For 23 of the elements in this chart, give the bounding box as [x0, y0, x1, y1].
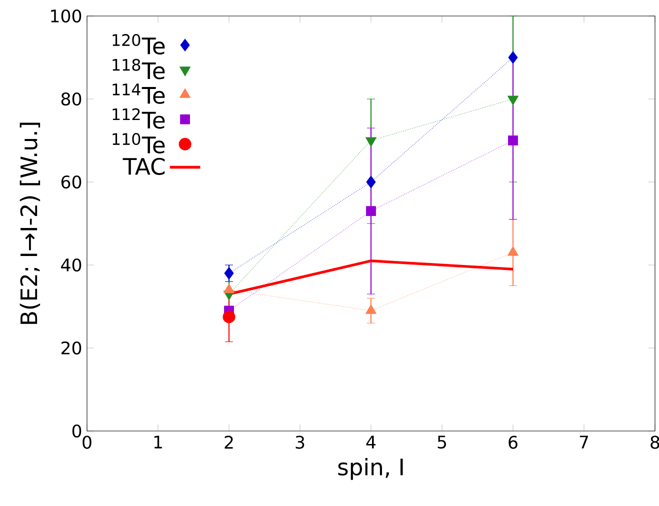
x-tick-label: 5: [438, 436, 446, 449]
x-tick-label: 7: [580, 436, 588, 448]
x-axis-title: spin, I: [338, 458, 403, 480]
y-tick-label: 40: [61, 258, 82, 272]
y-tick-label: 0: [72, 424, 82, 438]
legend-label: $^{118}$Te: [112, 58, 165, 80]
x-tick-label: 1: [154, 436, 162, 448]
y-tick-label: 20: [62, 341, 82, 355]
y-tick-label: 60: [61, 175, 82, 189]
legend-label: $^{110}$Te: [112, 133, 165, 154]
y-tick-label: 100: [51, 9, 82, 23]
x-tick-label: 6: [508, 436, 518, 449]
legend-label: $^{120}$Te: [112, 34, 165, 54]
x-tick-label: 4: [366, 436, 376, 448]
legend-label: TAC: [122, 158, 165, 175]
x-tick-label: 0: [82, 436, 92, 449]
legend-label: $^{114}$Te: [112, 84, 165, 104]
x-tick-label: 2: [224, 436, 233, 449]
x-tick-label: 8: [650, 436, 659, 449]
x-tick-label: 3: [296, 436, 304, 449]
y-axis-title: B(E2; I→I-2) [W.u.]: [20, 122, 40, 324]
legend-label: $^{112}$Te: [112, 108, 165, 129]
y-tick-label: 80: [61, 92, 82, 106]
